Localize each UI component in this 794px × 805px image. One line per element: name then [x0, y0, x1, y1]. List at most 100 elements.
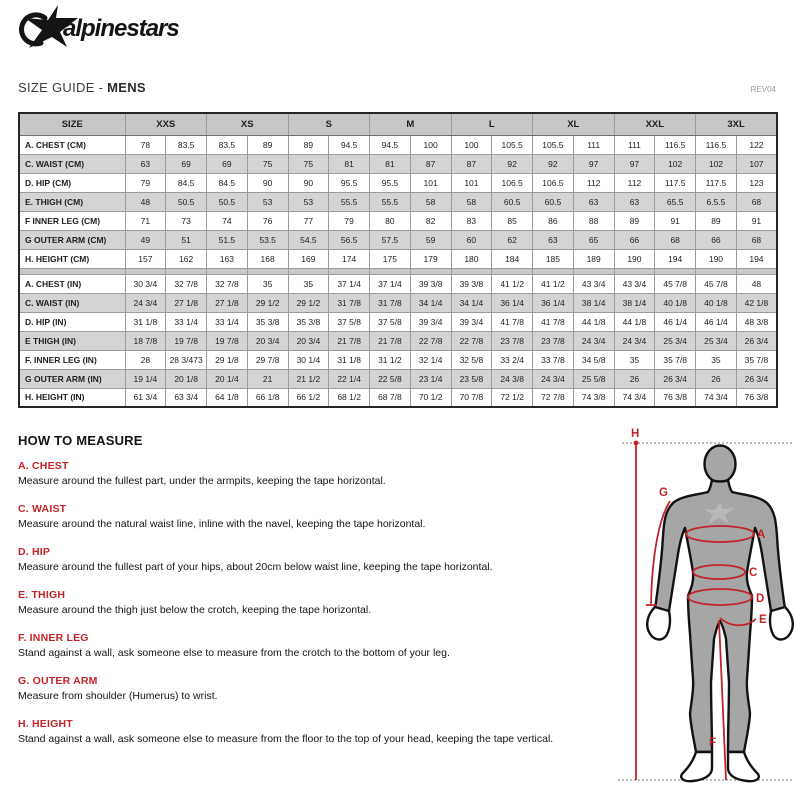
size-value-cell: 102: [695, 153, 737, 174]
size-value-cell: 20 1/4: [206, 368, 248, 389]
table-row: D. HIP (CM) 79 84.5 84.5 90 90 95.5 95.5 101 101 1…: [18, 172, 778, 193]
size-value-cell: 95.5: [369, 172, 411, 193]
size-value-cell: 185: [532, 248, 574, 269]
revision-label: REV04: [750, 85, 776, 94]
size-value-cell: 35 3/8: [287, 311, 330, 332]
size-value-cell: 19 7/8: [165, 330, 208, 351]
title-gender: MENS: [107, 80, 146, 95]
title-prefix: SIZE GUIDE -: [18, 80, 108, 95]
size-value-cell: 76 3/8: [735, 387, 778, 408]
size-value-cell: 84.5: [165, 172, 208, 193]
size-value-cell: 37 5/8: [369, 311, 411, 332]
row-label: E THIGH (IN): [18, 330, 126, 351]
size-value-cell: 107: [735, 153, 778, 174]
size-value-cell: 83: [450, 210, 493, 231]
size-header-xs: XS: [206, 112, 289, 136]
size-value-cell: 53.5: [246, 229, 289, 250]
size-value-cell: 73: [165, 210, 208, 231]
size-value-cell: 60: [450, 229, 493, 250]
size-value-cell: 105.5: [491, 134, 534, 155]
size-value-cell: 69: [165, 153, 208, 174]
size-value-cell: 75: [287, 153, 330, 174]
waist-measure-ellipse: [692, 564, 746, 580]
size-value-cell: 32 1/4: [409, 349, 452, 370]
chest-star-watermark-icon: [704, 502, 735, 524]
size-value-cell: 51.5: [206, 229, 248, 250]
size-value-cell: 87: [450, 153, 493, 174]
size-value-cell: 162: [165, 248, 208, 269]
size-value-cell: 89: [613, 210, 656, 231]
size-value-cell: 94.5: [369, 134, 411, 155]
size-value-cell: 169: [287, 248, 330, 269]
size-value-cell: 34 1/4: [409, 292, 452, 313]
figure-left-foot: [680, 750, 714, 783]
size-value-cell: 81: [369, 153, 411, 174]
size-value-cell: 68 7/8: [369, 387, 411, 408]
size-value-cell: 92: [491, 153, 534, 174]
size-value-cell: 83.5: [165, 134, 208, 155]
size-value-cell: 82: [409, 210, 452, 231]
size-value-cell: 23 7/8: [491, 330, 534, 351]
size-value-cell: 29 1/2: [287, 292, 330, 313]
inner-leg-measure-line: [718, 619, 727, 781]
size-value-cell: 28: [124, 349, 167, 370]
size-value-cell: 22 1/4: [328, 368, 371, 389]
size-value-cell: 46 1/4: [654, 311, 697, 332]
measure-item: H. HEIGHT Stand against a wall, ask someo…: [18, 718, 610, 746]
size-value-cell: 74: [206, 210, 248, 231]
row-label: G OUTER ARM (IN): [18, 368, 126, 389]
size-value-cell: 40 1/8: [695, 292, 737, 313]
size-value-cell: 74 3/4: [695, 387, 737, 408]
size-value-cell: 80: [369, 210, 411, 231]
size-value-cell: 25 5/8: [572, 368, 615, 389]
size-value-cell: 112: [613, 172, 656, 193]
size-value-cell: 25 3/4: [695, 330, 737, 351]
size-value-cell: 32 7/8: [206, 273, 248, 294]
size-value-cell: 38 1/4: [572, 292, 615, 313]
measure-item-label: G. OUTER ARM: [18, 675, 98, 687]
size-value-cell: 24 3/4: [572, 330, 615, 351]
figure-head: [703, 444, 737, 484]
size-value-cell: 24 3/8: [491, 368, 534, 389]
size-value-cell: 27 1/8: [206, 292, 248, 313]
table-row: H. HEIGHT (CM) 157 162 163 168 169 174 175 179 18…: [18, 248, 778, 269]
size-header-xl: XL: [532, 112, 615, 136]
table-row: E. THIGH (CM) 48 50.5 50.5 53 53 55.5 55.5 58 58 6…: [18, 191, 778, 212]
measure-item-text: Measure around the fullest part, under t…: [18, 475, 386, 487]
size-header-3xl: 3XL: [695, 112, 778, 136]
size-value-cell: 33 7/8: [532, 349, 574, 370]
size-column-header: SIZE: [18, 112, 126, 136]
measurement-figure: H G A C D E F: [608, 424, 794, 800]
size-value-cell: 168: [246, 248, 289, 269]
size-value-cell: 60.5: [532, 191, 574, 212]
size-value-cell: 53: [287, 191, 330, 212]
figure-label-g: G: [659, 487, 668, 499]
size-value-cell: 59: [409, 229, 452, 250]
size-value-cell: 84.5: [206, 172, 248, 193]
size-value-cell: 90: [246, 172, 289, 193]
size-value-cell: 68 1/2: [328, 387, 371, 408]
size-value-cell: 63: [532, 229, 574, 250]
size-value-cell: 45 7/8: [695, 273, 737, 294]
size-value-cell: 66: [695, 229, 737, 250]
size-value-cell: 34 5/8: [572, 349, 615, 370]
size-value-cell: 37 1/4: [369, 273, 411, 294]
size-value-cell: 39 3/4: [409, 311, 452, 332]
size-value-cell: 68: [735, 191, 778, 212]
size-value-cell: 66 1/8: [246, 387, 289, 408]
table-row: D. HIP (IN) 31 1/8 33 1/4 33 1/4 35 3/8 35 3/…: [18, 311, 778, 332]
figure-label-e: E: [759, 614, 767, 626]
size-value-cell: 97: [572, 153, 615, 174]
thigh-measure-curve: [719, 617, 757, 627]
size-header-l: L: [450, 112, 534, 136]
measure-item-label: A. CHEST: [18, 460, 69, 472]
size-value-cell: 53: [246, 191, 289, 212]
measure-item: D. HIP Measure around the fullest part of…: [18, 546, 610, 574]
size-header-m: M: [369, 112, 452, 136]
size-value-cell: 63: [613, 191, 656, 212]
size-value-cell: 81: [328, 153, 371, 174]
size-value-cell: 31 1/2: [369, 349, 411, 370]
size-value-cell: 40 1/8: [654, 292, 697, 313]
size-value-cell: 180: [450, 248, 493, 269]
size-value-cell: 79: [328, 210, 371, 231]
